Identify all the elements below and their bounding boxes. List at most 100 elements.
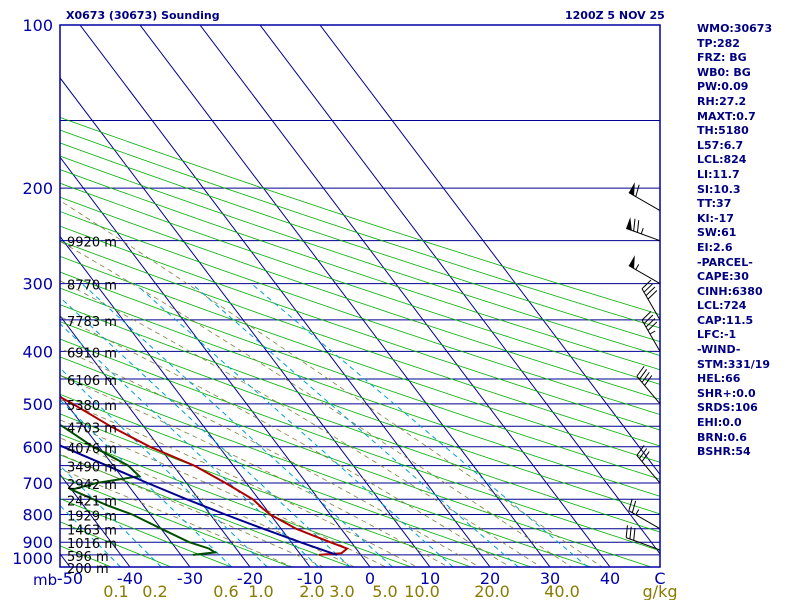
wind-barb-feather — [641, 451, 650, 462]
temperature-tick-label: 30 — [540, 569, 560, 588]
mixing-ratio-line — [60, 367, 268, 567]
height-label: 8770 m — [67, 279, 117, 294]
height-label: 1463 m — [67, 524, 117, 539]
dry-adiabat-line — [60, 142, 660, 343]
height-label: 6106 m — [67, 374, 117, 389]
wind-barb-feather — [645, 318, 656, 328]
height-label: 1929 m — [67, 509, 117, 524]
temperature-tick-label: 40 — [600, 569, 620, 588]
trace-parcel — [60, 444, 338, 556]
wind-barb-half-feather — [649, 330, 656, 335]
wind-barb-feather — [639, 448, 648, 459]
mixing-ratio-line — [134, 283, 454, 567]
moist-adiabat-line — [60, 468, 294, 567]
dry-adiabat-line — [60, 211, 660, 415]
pressure-tick-label: 100 — [22, 16, 53, 35]
wind-barb — [628, 255, 661, 285]
trace-temperature — [60, 395, 350, 556]
index-line: BRN:0.6 — [697, 430, 747, 444]
dry-adiabat-line — [60, 196, 660, 400]
dry-adiabat-line — [60, 498, 233, 567]
wind-barb-feather — [636, 445, 645, 456]
isotherm-line — [259, 25, 660, 555]
dry-adiabat-line — [60, 225, 660, 431]
pressure-tick-label: 300 — [22, 275, 53, 294]
isotherm-line — [60, 77, 431, 567]
mixing-ratio-tick-label: 5.0 — [372, 582, 397, 600]
pressure-tick-label: 400 — [22, 342, 53, 361]
height-label: 4076 m — [67, 442, 117, 457]
isotherm-line — [0, 0, 19, 578]
index-line: CAP:11.5 — [697, 313, 754, 327]
isotherm-line — [60, 156, 371, 567]
temperature-tick-label: -10 — [297, 569, 323, 588]
wind-barb-pennant — [628, 182, 635, 196]
trace-dewpoint — [60, 423, 218, 556]
dry-adiabat-line — [60, 321, 660, 533]
wind-barb-half-feather — [635, 264, 640, 270]
isotherm-line — [60, 473, 131, 567]
moist-adiabat-line — [60, 419, 387, 567]
height-label: 3490 m — [67, 461, 117, 476]
height-label: 200 m — [67, 562, 109, 577]
index-line: TT:37 — [697, 197, 732, 211]
mixing-ratio-tick-label: 0.1 — [103, 582, 128, 600]
index-line: SI:10.3 — [697, 182, 741, 196]
moist-adiabat-line — [60, 437, 356, 567]
pressure-tick-label: 600 — [22, 438, 53, 457]
wind-barb-feather — [645, 286, 656, 296]
temperature-tick-label: -30 — [177, 569, 203, 588]
indices-panel: WMO:30673 TP:282 FRZ: BG WB0: BG PW:0.09 RH:2… — [697, 22, 772, 460]
mixing-ratio-line — [191, 283, 519, 567]
wind-barb-feather — [633, 527, 636, 541]
height-label: 4703 m — [67, 421, 117, 436]
mixing-ratio-line — [81, 283, 393, 567]
dry-adiabat-line — [60, 169, 660, 371]
wind-barb-feather — [643, 314, 654, 324]
wind-barb — [641, 311, 661, 352]
wind-barb — [628, 498, 661, 530]
index-line: SRDS:106 — [697, 401, 758, 415]
wind-barb — [626, 217, 661, 242]
height-label: 596 m — [67, 550, 109, 565]
dry-adiabat-line — [60, 255, 660, 463]
index-line: EHI:0.0 — [697, 416, 742, 430]
index-line: MAXT:0.7 — [697, 109, 756, 123]
moist-adiabat-line — [60, 347, 480, 567]
dry-adiabat-line — [60, 240, 660, 447]
mixing-ratio-line — [60, 504, 121, 567]
background-lines — [0, 0, 660, 578]
wind-barb-pennant — [626, 217, 632, 231]
wind-barb-feather — [641, 311, 652, 321]
index-line: FRZ: BG — [697, 51, 747, 65]
mixing-ratio-line — [251, 283, 588, 567]
wind-barb-staff — [626, 537, 661, 551]
height-label: 5380 m — [67, 399, 117, 414]
dry-adiabat-line — [60, 433, 413, 567]
wind-barb-feather — [644, 375, 653, 386]
mixing-ratio-line — [60, 399, 233, 567]
isotherm-line — [60, 235, 311, 567]
moist-adiabat-line — [60, 280, 542, 567]
temperature-tick-label: 10 — [420, 569, 440, 588]
mixing-ratio-tick-label: 40.0 — [544, 582, 580, 600]
index-line: -WIND- — [697, 343, 741, 357]
temperature-tick-label: -50 — [57, 569, 83, 588]
wind-barb-feather — [636, 220, 640, 233]
dry-adiabat-line — [60, 521, 173, 567]
index-line: LCL:824 — [697, 153, 747, 167]
wind-barb — [628, 182, 661, 212]
dry-adiabat-line — [60, 117, 660, 315]
wind-barb-staff — [636, 375, 661, 405]
index-line: LFC:-1 — [697, 328, 737, 342]
isotherm-line — [60, 315, 251, 567]
dry-adiabat-line — [60, 393, 533, 567]
height-label: 6910 m — [67, 346, 117, 361]
plot-frame — [59, 24, 661, 568]
index-line: -PARCEL- — [697, 255, 753, 269]
wind-barb — [636, 365, 661, 405]
index-line: L57:6.7 — [697, 138, 744, 152]
index-line: WB0: BG — [697, 65, 751, 79]
wind-barb-feather — [625, 525, 628, 538]
temperature-tick-label: -40 — [117, 569, 143, 588]
